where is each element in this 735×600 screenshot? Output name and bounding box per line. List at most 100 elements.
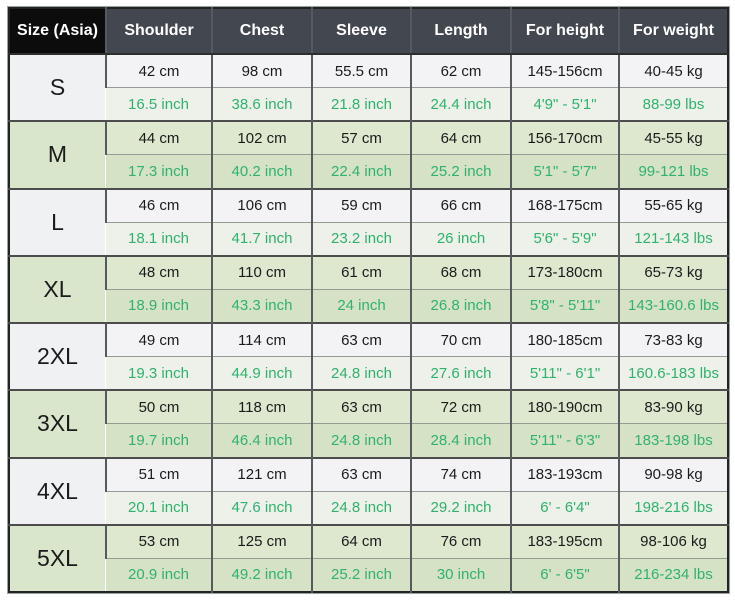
size-label-5xl: 5XL — [9, 523, 106, 592]
cell-5xl-height-inch: 6' - 6'5" — [510, 557, 619, 592]
column-header-for-height: For height — [510, 8, 619, 55]
table-row-5xl-inch: 20.9 inch 49.2 inch 25.2 inch 30 inch 6'… — [9, 557, 728, 592]
cell-s-length-cm: 62 cm — [410, 53, 511, 88]
table-row-4xl-inch: 20.1 inch 47.6 inch 24.8 inch 29.2 inch … — [9, 490, 728, 525]
table-row-m-inch: 17.3 inch 40.2 inch 22.4 inch 25.2 inch … — [9, 154, 728, 189]
cell-m-chest-cm: 102 cm — [211, 120, 312, 155]
cell-l-weight-lbs: 121-143 lbs — [618, 221, 728, 256]
column-header-sleeve: Sleeve — [311, 8, 411, 55]
table-row-2xl-cm: 2XL 49 cm 114 cm 63 cm 70 cm 180-185cm 7… — [9, 321, 728, 391]
cell-2xl-shoulder-inch: 19.3 inch — [106, 356, 212, 391]
cell-5xl-sleeve-cm: 64 cm — [311, 523, 411, 559]
cell-m-weight-kg: 45-55 kg — [618, 120, 728, 155]
table-row-3xl-inch: 19.7 inch 46.4 inch 24.8 inch 28.4 inch … — [9, 423, 728, 458]
cell-5xl-shoulder-inch: 20.9 inch — [106, 557, 212, 592]
header-row: Size (Asia) Shoulder Chest Sleeve Length… — [9, 8, 728, 55]
cell-5xl-weight-lbs: 216-234 lbs — [618, 557, 728, 592]
cell-s-height-inch: 4'9" - 5'1" — [510, 87, 619, 122]
table-row-xl-inch: 18.9 inch 43.3 inch 24 inch 26.8 inch 5'… — [9, 288, 728, 323]
cell-l-shoulder-cm: 46 cm — [105, 187, 212, 223]
cell-m-shoulder-cm: 44 cm — [105, 120, 212, 155]
cell-4xl-chest-cm: 121 cm — [211, 456, 312, 492]
size-label-xl: XL — [9, 254, 106, 323]
cell-2xl-length-cm: 70 cm — [410, 322, 511, 357]
cell-s-length-inch: 24.4 inch — [410, 87, 511, 122]
cell-l-height-inch: 5'6" - 5'9" — [510, 221, 619, 256]
cell-2xl-weight-kg: 73-83 kg — [618, 322, 728, 357]
cell-2xl-height-inch: 5'11" - 6'1" — [510, 356, 619, 391]
table-row-3xl-cm: 3XL 50 cm 118 cm 63 cm 72 cm 180-190cm 8… — [9, 389, 728, 458]
cell-3xl-shoulder-inch: 19.7 inch — [106, 423, 212, 458]
cell-xl-sleeve-cm: 61 cm — [311, 254, 411, 290]
cell-xl-height-inch: 5'8" - 5'11" — [510, 288, 619, 323]
cell-2xl-sleeve-inch: 24.8 inch — [311, 356, 411, 391]
table-row-l-inch: 18.1 inch 41.7 inch 23.2 inch 26 inch 5'… — [9, 221, 728, 256]
table-row-5xl-cm: 5XL 53 cm 125 cm 64 cm 76 cm 183-195cm 9… — [9, 523, 728, 592]
cell-3xl-length-cm: 72 cm — [410, 389, 511, 424]
cell-s-shoulder-inch: 16.5 inch — [106, 87, 212, 122]
cell-xl-weight-kg: 65-73 kg — [618, 254, 728, 290]
cell-2xl-height-cm: 180-185cm — [510, 322, 619, 357]
cell-5xl-chest-inch: 49.2 inch — [211, 557, 312, 592]
cell-xl-shoulder-inch: 18.9 inch — [106, 288, 212, 323]
cell-4xl-weight-lbs: 198-216 lbs — [618, 490, 728, 525]
table-row-4xl-cm: 4XL 51 cm 121 cm 63 cm 74 cm 183-193cm 9… — [9, 456, 728, 525]
cell-3xl-height-inch: 5'11" - 6'3" — [510, 423, 619, 458]
table-row-xl-cm: XL 48 cm 110 cm 61 cm 68 cm 173-180cm 65… — [9, 254, 728, 323]
cell-3xl-height-cm: 180-190cm — [510, 389, 619, 424]
cell-2xl-shoulder-cm: 49 cm — [105, 322, 212, 357]
column-header-for-weight: For weight — [618, 8, 728, 55]
cell-2xl-chest-inch: 44.9 inch — [211, 356, 312, 391]
size-label-m: M — [9, 120, 106, 189]
cell-xl-height-cm: 173-180cm — [510, 254, 619, 290]
cell-m-weight-lbs: 99-121 lbs — [618, 154, 728, 189]
size-label-4xl: 4XL — [9, 456, 106, 525]
cell-xl-length-cm: 68 cm — [410, 254, 511, 290]
cell-2xl-length-inch: 27.6 inch — [410, 356, 511, 391]
cell-m-height-inch: 5'1" - 5'7" — [510, 154, 619, 189]
cell-s-shoulder-cm: 42 cm — [105, 53, 212, 88]
cell-m-chest-inch: 40.2 inch — [211, 154, 312, 189]
cell-2xl-weight-lbs: 160.6-183 lbs — [618, 356, 728, 391]
cell-3xl-sleeve-inch: 24.8 inch — [311, 423, 411, 458]
table-row-2xl-inch: 19.3 inch 44.9 inch 24.8 inch 27.6 inch … — [9, 356, 728, 391]
table-row-m-cm: M 44 cm 102 cm 57 cm 64 cm 156-170cm 45-… — [9, 120, 728, 189]
column-header-length: Length — [410, 8, 511, 55]
column-header-size-asia: Size (Asia) — [9, 8, 106, 55]
table-row-s-inch: 16.5 inch 38.6 inch 21.8 inch 24.4 inch … — [9, 87, 728, 122]
cell-m-shoulder-inch: 17.3 inch — [106, 154, 212, 189]
cell-5xl-shoulder-cm: 53 cm — [105, 523, 212, 559]
cell-s-sleeve-cm: 55.5 cm — [311, 53, 411, 88]
cell-l-height-cm: 168-175cm — [510, 187, 619, 223]
cell-s-sleeve-inch: 21.8 inch — [311, 87, 411, 122]
cell-l-chest-inch: 41.7 inch — [211, 221, 312, 256]
size-label-s: S — [9, 52, 106, 122]
size-label-3xl: 3XL — [9, 389, 106, 458]
cell-s-chest-cm: 98 cm — [211, 53, 312, 88]
cell-4xl-height-inch: 6' - 6'4" — [510, 490, 619, 525]
column-header-chest: Chest — [211, 8, 312, 55]
cell-3xl-sleeve-cm: 63 cm — [311, 389, 411, 424]
cell-m-length-inch: 25.2 inch — [410, 154, 511, 189]
cell-s-weight-kg: 40-45 kg — [618, 53, 728, 88]
cell-l-sleeve-cm: 59 cm — [311, 187, 411, 223]
cell-l-chest-cm: 106 cm — [211, 187, 312, 223]
cell-5xl-height-cm: 183-195cm — [510, 523, 619, 559]
cell-l-shoulder-inch: 18.1 inch — [106, 221, 212, 256]
cell-s-weight-lbs: 88-99 lbs — [618, 87, 728, 122]
cell-5xl-weight-kg: 98-106 kg — [618, 523, 728, 559]
cell-4xl-chest-inch: 47.6 inch — [211, 490, 312, 525]
cell-l-weight-kg: 55-65 kg — [618, 187, 728, 223]
column-header-shoulder: Shoulder — [105, 8, 212, 55]
size-label-l: L — [9, 187, 106, 256]
cell-3xl-shoulder-cm: 50 cm — [105, 389, 212, 424]
cell-5xl-chest-cm: 125 cm — [211, 523, 312, 559]
cell-xl-shoulder-cm: 48 cm — [105, 254, 212, 290]
cell-xl-sleeve-inch: 24 inch — [311, 288, 411, 323]
table-row-s-cm: S 42 cm 98 cm 55.5 cm 62 cm 145-156cm 40… — [9, 52, 728, 122]
cell-4xl-weight-kg: 90-98 kg — [618, 456, 728, 492]
cell-3xl-length-inch: 28.4 inch — [410, 423, 511, 458]
cell-xl-chest-inch: 43.3 inch — [211, 288, 312, 323]
cell-l-length-inch: 26 inch — [410, 221, 511, 256]
cell-m-height-cm: 156-170cm — [510, 120, 619, 155]
